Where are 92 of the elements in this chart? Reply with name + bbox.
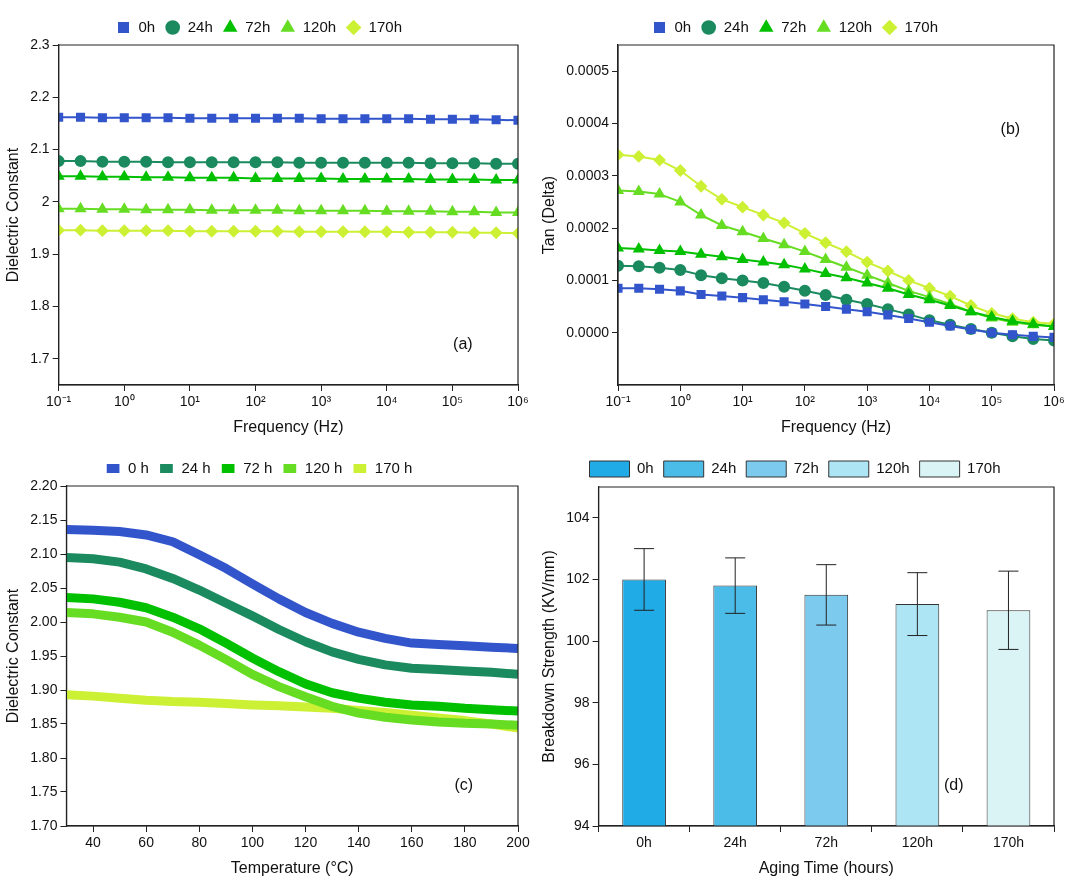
y-tick-label: 2.20 bbox=[30, 476, 58, 493]
annotation: (d) bbox=[944, 775, 964, 793]
legend-label: 170 h bbox=[374, 458, 413, 476]
legend-label: 24h bbox=[723, 17, 749, 35]
legend-label: 72 h bbox=[243, 458, 273, 476]
y-tick-label: 0.0000 bbox=[566, 323, 610, 340]
y-tick-label: 2.15 bbox=[30, 510, 58, 527]
y-tick-label: 1.9 bbox=[30, 245, 50, 262]
legend-label: 0h bbox=[674, 17, 692, 35]
x-tick-label: 10¹ bbox=[732, 393, 754, 410]
legend-label: 24h bbox=[187, 17, 213, 35]
y-tick-label: 1.85 bbox=[30, 714, 58, 731]
x-tick-label: 10² bbox=[794, 393, 816, 410]
legend-label: 120h bbox=[838, 17, 873, 35]
x-tick-label: 170h bbox=[992, 834, 1025, 851]
x-tick-label: 100 bbox=[240, 834, 265, 851]
x-tick-label: 60 bbox=[138, 834, 155, 851]
annotation: (a) bbox=[453, 334, 473, 352]
y-tick-label: 2.05 bbox=[30, 578, 58, 595]
x-tick-label: 10⁻¹ bbox=[605, 393, 631, 410]
legend-label: 170h bbox=[967, 459, 1001, 477]
y-tick-label: 102 bbox=[566, 570, 590, 587]
y-tick-label: 0.0005 bbox=[566, 62, 610, 79]
y-tick-label: 1.90 bbox=[30, 680, 58, 697]
annotation: (c) bbox=[454, 775, 474, 793]
y-axis-title: Breakdown Strength (KV/mm) bbox=[540, 550, 558, 763]
y-axis-title: Dielectric Constant bbox=[4, 588, 22, 724]
x-tick-label: 10⁴ bbox=[375, 393, 398, 410]
legend-label: 0 h bbox=[128, 458, 149, 476]
x-axis-title: Aging Time (hours) bbox=[758, 858, 894, 876]
x-tick-label: 10² bbox=[245, 393, 266, 410]
legend-label: 120h bbox=[302, 17, 337, 35]
x-tick-label: 40 bbox=[85, 834, 102, 851]
legend-label: 170h bbox=[368, 17, 402, 35]
legend-label: 24h bbox=[711, 459, 737, 477]
x-tick-label: 10⁶ bbox=[507, 393, 529, 410]
x-tick-label: 80 bbox=[191, 834, 208, 851]
y-axis-title: Tan (Delta) bbox=[540, 175, 558, 255]
x-tick-label: 10³ bbox=[311, 393, 332, 410]
y-tick-label: 2.10 bbox=[30, 544, 58, 561]
y-tick-label: 2.2 bbox=[30, 88, 50, 105]
x-tick-label: 180 bbox=[453, 834, 477, 851]
y-tick-label: 2.00 bbox=[30, 612, 58, 629]
x-tick-label: 160 bbox=[400, 834, 424, 851]
y-tick-label: 0.0003 bbox=[566, 166, 610, 183]
y-tick-label: 1.8 bbox=[30, 297, 50, 314]
x-tick-label: 10³ bbox=[857, 393, 878, 410]
x-tick-label: 10¹ bbox=[179, 393, 201, 410]
x-tick-label: 120h bbox=[901, 834, 933, 851]
y-tick-label: 1.75 bbox=[30, 782, 58, 799]
y-tick-label: 96 bbox=[573, 755, 590, 772]
legend-label: 170h bbox=[904, 17, 938, 35]
x-tick-label: 10⁰ bbox=[670, 393, 691, 410]
legend-label: 120h bbox=[876, 459, 910, 477]
y-tick-label: 1.80 bbox=[30, 748, 58, 765]
x-tick-label: 0h bbox=[636, 834, 652, 851]
x-tick-label: 140 bbox=[346, 834, 371, 851]
legend-label: 0h bbox=[138, 17, 156, 35]
x-tick-label: 10⁴ bbox=[918, 393, 941, 410]
annotation: (b) bbox=[1000, 120, 1021, 138]
legend-label: 0h bbox=[637, 459, 654, 477]
y-tick-label: 100 bbox=[566, 631, 590, 648]
y-tick-label: 0.0002 bbox=[566, 218, 610, 235]
x-tick-label: 10⁻¹ bbox=[46, 393, 72, 410]
y-tick-label: 1.7 bbox=[30, 349, 50, 366]
x-axis-title: Frequency (Hz) bbox=[233, 417, 344, 435]
x-tick-label: 24h bbox=[723, 834, 747, 851]
x-tick-label: 10⁵ bbox=[981, 393, 1003, 410]
y-tick-label: 1.70 bbox=[30, 816, 58, 833]
x-axis-title: Frequency (Hz) bbox=[780, 417, 892, 435]
y-tick-label: 94 bbox=[573, 816, 590, 833]
y-tick-label: 2.1 bbox=[30, 140, 50, 157]
legend-label: 72h bbox=[781, 17, 807, 35]
legend-label: 120 h bbox=[304, 458, 343, 476]
x-tick-label: 10⁵ bbox=[441, 393, 464, 410]
x-tick-label: 200 bbox=[506, 834, 530, 851]
y-tick-label: 0.0001 bbox=[566, 271, 610, 288]
legend-label: 72h bbox=[245, 17, 271, 35]
x-tick-label: 10⁶ bbox=[1043, 393, 1065, 410]
y-tick-label: 0.0004 bbox=[566, 114, 610, 131]
legend-label: 24 h bbox=[181, 458, 211, 476]
x-axis-title: Temperature (°C) bbox=[230, 858, 354, 876]
legend-label: 72h bbox=[793, 459, 819, 477]
y-tick-label: 1.95 bbox=[30, 646, 58, 663]
y-tick-label: 104 bbox=[566, 508, 590, 525]
y-tick-label: 98 bbox=[573, 693, 590, 710]
y-tick-label: 2 bbox=[41, 192, 50, 209]
x-tick-label: 120 bbox=[293, 834, 318, 851]
x-tick-label: 10⁰ bbox=[113, 393, 135, 410]
y-axis-title: Dielectric Constant bbox=[4, 147, 22, 283]
y-tick-label: 2.3 bbox=[30, 35, 50, 52]
x-tick-label: 72h bbox=[814, 834, 838, 851]
